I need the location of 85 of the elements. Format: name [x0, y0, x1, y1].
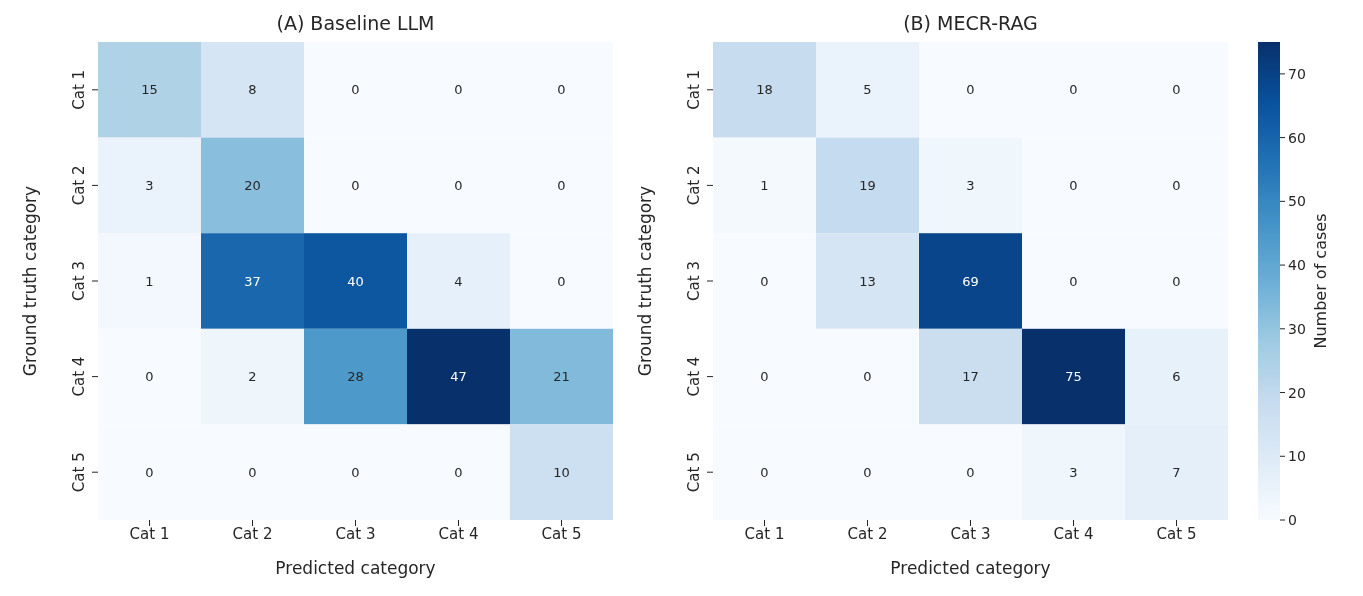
data-label: 0	[966, 464, 975, 480]
x-tick-label: Cat 2	[847, 524, 888, 543]
y-tick-label: Cat 5	[685, 452, 703, 493]
data-label: 0	[863, 464, 872, 480]
color-bar-label: 70	[1288, 65, 1306, 82]
data-label: 3	[145, 177, 154, 193]
x-tick-label: Cat 3	[950, 524, 991, 543]
data-label: 6	[1172, 369, 1181, 385]
data-label: 0	[760, 369, 769, 385]
color-bar-label: 30	[1288, 320, 1306, 337]
data-label: 69	[962, 273, 979, 289]
data-label: 0	[1172, 273, 1181, 289]
data-label: 10	[553, 464, 570, 480]
data-label: 2	[248, 369, 257, 385]
chart-title: (B) MECR-RAG	[902, 12, 1039, 34]
x-tick-label: Cat 5	[541, 524, 582, 543]
x-tick-label: Cat 4	[438, 524, 479, 543]
y-axis-title: Ground truth category	[635, 185, 656, 377]
data-label: 4	[454, 273, 463, 289]
x-tick-label: Cat 5	[1156, 524, 1197, 543]
y-tick-label: Cat 1	[70, 69, 88, 110]
data-label: 1	[760, 177, 769, 193]
color-bar-title: Number of cases	[1311, 213, 1330, 349]
data-label: 37	[244, 273, 261, 289]
x-tick-label: Cat 1	[744, 524, 785, 543]
data-label: 0	[248, 464, 257, 480]
data-label: 0	[351, 464, 360, 480]
data-label: 19	[859, 177, 876, 193]
data-label: 7	[1172, 464, 1181, 480]
data-label: 18	[756, 82, 773, 98]
data-label: 13	[859, 273, 876, 289]
data-label: 0	[351, 82, 360, 98]
data-label: 47	[450, 369, 467, 385]
data-label: 0	[557, 82, 566, 98]
chart-title: (A) Baseline LLM	[275, 12, 436, 34]
data-label: 0	[966, 82, 975, 98]
data-label: 0	[454, 82, 463, 98]
y-tick-label: Cat 2	[70, 165, 88, 206]
data-label: 21	[553, 369, 570, 385]
x-tick-label: Cat 4	[1053, 524, 1094, 543]
y-tick-label: Cat 3	[685, 261, 703, 301]
data-label: 8	[248, 82, 257, 98]
data-label: 0	[557, 273, 566, 289]
data-label: 0	[1172, 177, 1181, 193]
data-label: 15	[141, 82, 158, 98]
color-bar-label: 40	[1288, 257, 1306, 274]
data-label: 3	[1069, 464, 1078, 480]
data-label: 20	[244, 177, 261, 193]
color-bar-label: 0	[1288, 512, 1297, 528]
data-label: 28	[347, 369, 364, 385]
y-tick-label: Cat 4	[70, 356, 88, 397]
color-bar-label: 50	[1288, 193, 1306, 210]
color-bar-label: 10	[1288, 448, 1306, 465]
data-label: 0	[145, 464, 154, 480]
data-label: 0	[760, 273, 769, 289]
data-label: 0	[145, 369, 154, 385]
data-label: 0	[1172, 82, 1181, 98]
y-tick-label: Cat 5	[70, 452, 88, 493]
data-label: 1	[145, 273, 154, 289]
data-label: 0	[760, 464, 769, 480]
color-bar-label: 20	[1288, 384, 1306, 401]
color-bar-label: 60	[1288, 129, 1306, 146]
data-label: 0	[863, 369, 872, 385]
y-tick-label: Cat 4	[685, 356, 703, 397]
x-tick-label: Cat 3	[335, 524, 376, 543]
data-label: 0	[454, 464, 463, 480]
y-tick-label: Cat 1	[685, 69, 703, 110]
x-tick-label: Cat 1	[129, 524, 170, 543]
data-label: 0	[1069, 273, 1078, 289]
y-tick-label: Cat 3	[70, 261, 88, 301]
data-label: 0	[454, 177, 463, 193]
data-label: 3	[966, 177, 975, 193]
x-axis-title: Predicted category	[890, 558, 1051, 578]
x-tick-label: Cat 2	[232, 524, 273, 543]
x-axis-title: Predicted category	[275, 558, 436, 578]
data-label: 75	[1065, 369, 1082, 385]
data-label: 0	[1069, 177, 1078, 193]
y-axis-title: Ground truth category	[20, 185, 41, 377]
data-label: 0	[557, 177, 566, 193]
y-tick-label: Cat 2	[685, 165, 703, 206]
data-label: 40	[347, 273, 364, 289]
data-label: 0	[351, 177, 360, 193]
data-label: 0	[1069, 82, 1078, 98]
data-label: 5	[863, 82, 872, 98]
data-label: 17	[962, 369, 979, 385]
